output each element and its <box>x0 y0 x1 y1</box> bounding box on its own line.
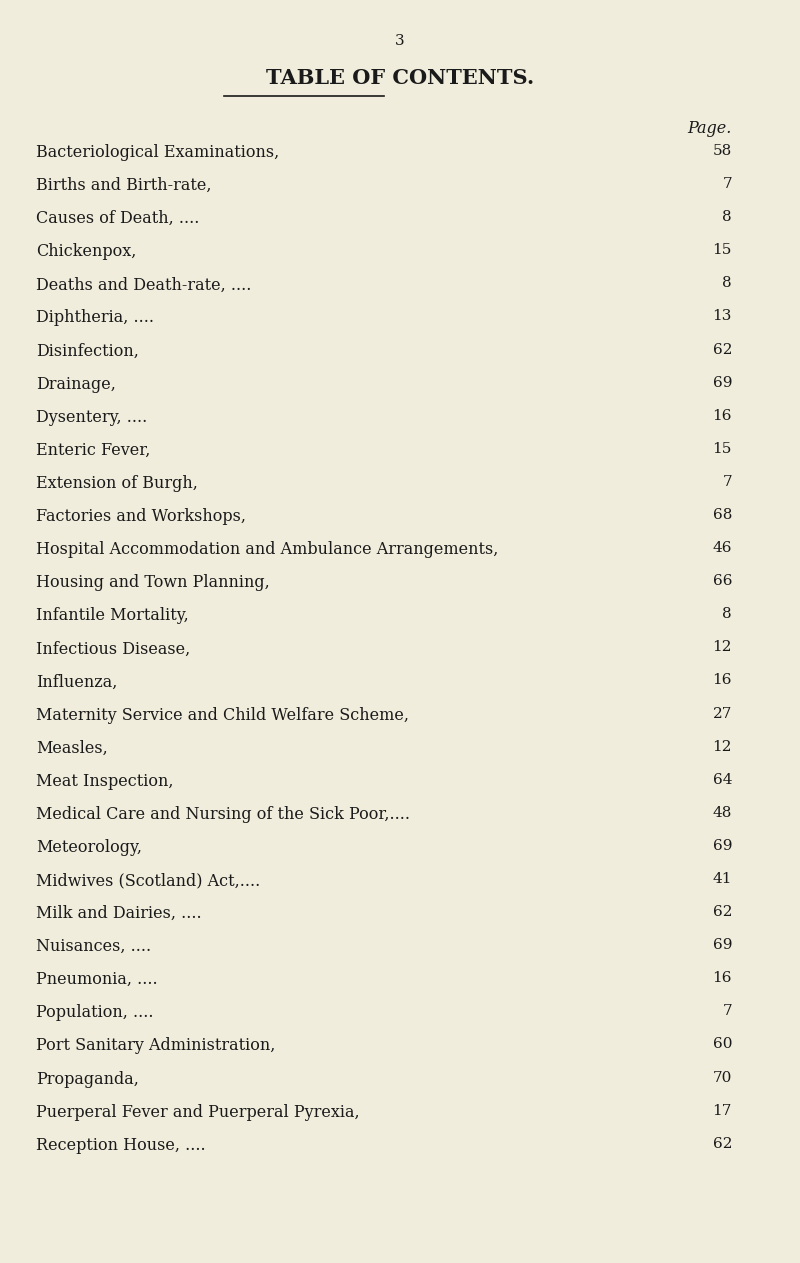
Text: 27: 27 <box>713 706 732 720</box>
Text: 16: 16 <box>713 673 732 687</box>
Text: Chickenpox,: Chickenpox, <box>36 244 136 260</box>
Text: 16: 16 <box>713 971 732 985</box>
Text: Reception House, ....: Reception House, .... <box>36 1137 206 1153</box>
Text: 62: 62 <box>713 342 732 356</box>
Text: Meat Inspection,: Meat Inspection, <box>36 773 174 789</box>
Text: Diphtheria, ....: Diphtheria, .... <box>36 309 154 326</box>
Text: 12: 12 <box>713 740 732 754</box>
Text: 7: 7 <box>722 1004 732 1018</box>
Text: 66: 66 <box>713 575 732 589</box>
Text: Infantile Mortality,: Infantile Mortality, <box>36 608 189 624</box>
Text: 15: 15 <box>713 244 732 258</box>
Text: Disinfection,: Disinfection, <box>36 342 139 360</box>
Text: Maternity Service and Child Welfare Scheme,: Maternity Service and Child Welfare Sche… <box>36 706 409 724</box>
Text: Page.: Page. <box>688 120 732 136</box>
Text: 7: 7 <box>722 475 732 489</box>
Text: Housing and Town Planning,: Housing and Town Planning, <box>36 575 270 591</box>
Text: 69: 69 <box>713 839 732 853</box>
Text: Meteorology,: Meteorology, <box>36 839 142 856</box>
Text: Puerperal Fever and Puerperal Pyrexia,: Puerperal Fever and Puerperal Pyrexia, <box>36 1104 360 1120</box>
Text: Nuisances, ....: Nuisances, .... <box>36 938 151 955</box>
Text: Drainage,: Drainage, <box>36 375 116 393</box>
Text: Midwives (Scotland) Act,....: Midwives (Scotland) Act,.... <box>36 871 260 889</box>
Text: 69: 69 <box>713 938 732 952</box>
Text: 62: 62 <box>713 1137 732 1151</box>
Text: 62: 62 <box>713 906 732 919</box>
Text: 60: 60 <box>713 1037 732 1051</box>
Text: 3: 3 <box>395 34 405 48</box>
Text: Measles,: Measles, <box>36 740 108 757</box>
Text: 68: 68 <box>713 508 732 522</box>
Text: 46: 46 <box>713 541 732 554</box>
Text: Infectious Disease,: Infectious Disease, <box>36 640 190 657</box>
Text: 8: 8 <box>722 277 732 290</box>
Text: Dysentery, ....: Dysentery, .... <box>36 409 147 426</box>
Text: Milk and Dairies, ....: Milk and Dairies, .... <box>36 906 202 922</box>
Text: Influenza,: Influenza, <box>36 673 118 691</box>
Text: 41: 41 <box>713 871 732 885</box>
Text: Population, ....: Population, .... <box>36 1004 154 1022</box>
Text: Hospital Accommodation and Ambulance Arrangements,: Hospital Accommodation and Ambulance Arr… <box>36 541 498 558</box>
Text: 58: 58 <box>713 144 732 158</box>
Text: Extension of Burgh,: Extension of Burgh, <box>36 475 198 491</box>
Text: Births and Birth-rate,: Births and Birth-rate, <box>36 177 211 195</box>
Text: 69: 69 <box>713 375 732 389</box>
Text: 17: 17 <box>713 1104 732 1118</box>
Text: 12: 12 <box>713 640 732 654</box>
Text: 13: 13 <box>713 309 732 323</box>
Text: Medical Care and Nursing of the Sick Poor,....: Medical Care and Nursing of the Sick Poo… <box>36 806 410 822</box>
Text: TABLE OF CONTENTS.: TABLE OF CONTENTS. <box>266 68 534 88</box>
Text: Port Sanitary Administration,: Port Sanitary Administration, <box>36 1037 275 1055</box>
Text: Pneumonia, ....: Pneumonia, .... <box>36 971 158 988</box>
Text: 8: 8 <box>722 210 732 224</box>
Text: 70: 70 <box>713 1071 732 1085</box>
Text: Causes of Death, ....: Causes of Death, .... <box>36 210 199 227</box>
Text: 15: 15 <box>713 442 732 456</box>
Text: 7: 7 <box>722 177 732 191</box>
Text: 8: 8 <box>722 608 732 621</box>
Text: 48: 48 <box>713 806 732 820</box>
Text: Deaths and Death-rate, ....: Deaths and Death-rate, .... <box>36 277 251 293</box>
Text: Propaganda,: Propaganda, <box>36 1071 139 1087</box>
Text: Enteric Fever,: Enteric Fever, <box>36 442 150 458</box>
Text: Factories and Workshops,: Factories and Workshops, <box>36 508 246 525</box>
Text: 16: 16 <box>713 409 732 423</box>
Text: 64: 64 <box>713 773 732 787</box>
Text: Bacteriological Examinations,: Bacteriological Examinations, <box>36 144 279 160</box>
